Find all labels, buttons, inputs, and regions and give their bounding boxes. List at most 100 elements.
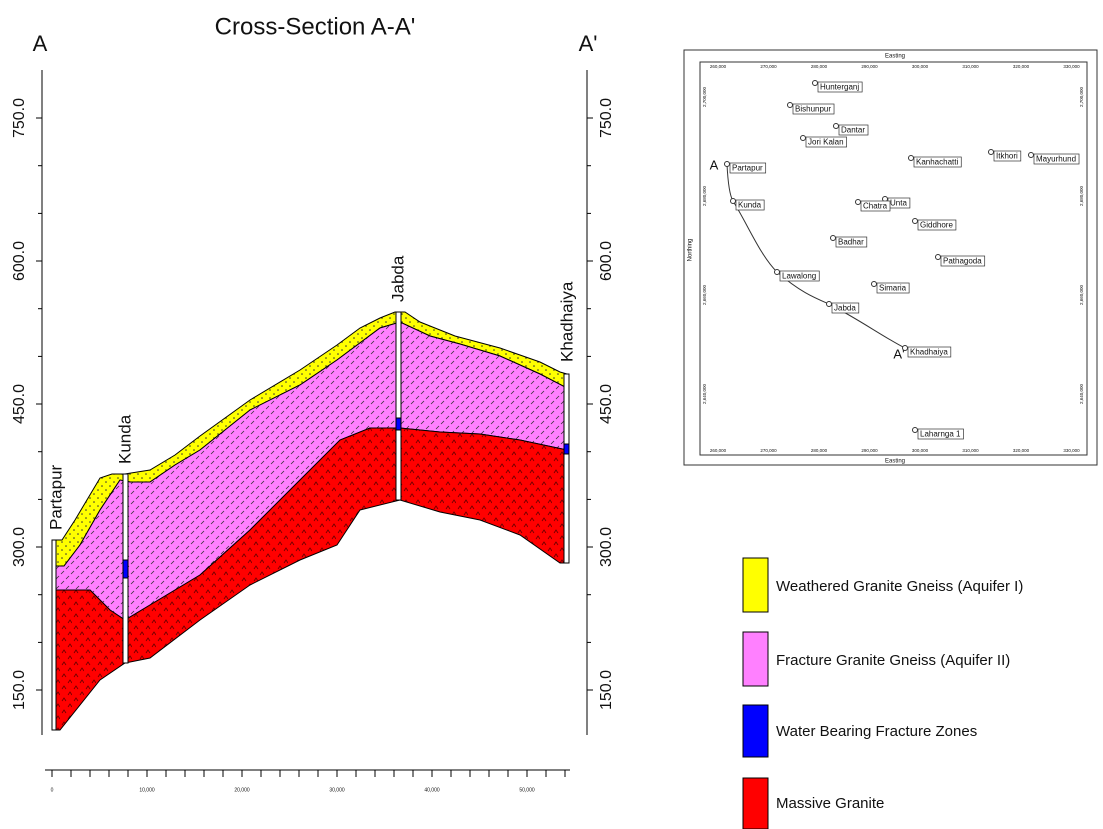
place-label: Simaria bbox=[879, 284, 907, 293]
well-label: Jabda bbox=[388, 255, 407, 302]
section-end: A' bbox=[579, 31, 598, 56]
y-tick-label: 450.0 bbox=[598, 384, 615, 424]
map-x-tick: 280,000 bbox=[811, 64, 828, 69]
well-label: Partapur bbox=[46, 464, 65, 530]
map-point bbox=[813, 81, 818, 86]
legend-label: Water Bearing Fracture Zones bbox=[776, 723, 977, 740]
x-tick-label: 40,000 bbox=[424, 787, 440, 793]
y-tick-label: 150.0 bbox=[598, 670, 615, 710]
map-point bbox=[725, 162, 730, 167]
map-frame bbox=[684, 50, 1097, 465]
map-point bbox=[827, 302, 832, 307]
map-point bbox=[913, 219, 918, 224]
place-label: Kunda bbox=[738, 201, 762, 210]
map-y-tick: 2,640,000 bbox=[702, 383, 707, 404]
map-x-tick: 310,000 bbox=[962, 64, 979, 69]
legend-swatch bbox=[743, 632, 768, 686]
map-x-tick: 270,000 bbox=[760, 64, 777, 69]
map-point bbox=[1029, 153, 1034, 158]
map-x-tick: 260,000 bbox=[710, 64, 727, 69]
place-label: Kanhachatti bbox=[916, 158, 958, 167]
map-line-start: A bbox=[710, 157, 719, 172]
legend-swatch bbox=[743, 778, 768, 829]
map-point bbox=[801, 136, 806, 141]
y-tick-label: 300.0 bbox=[11, 527, 28, 567]
place-label: Chatra bbox=[863, 202, 888, 211]
x-tick-label: 50,000 bbox=[519, 787, 535, 793]
fracture-zone bbox=[123, 560, 128, 578]
place-label: Unta bbox=[890, 199, 907, 208]
legend-label: Massive Granite bbox=[776, 795, 884, 812]
map-point bbox=[909, 156, 914, 161]
map-point bbox=[936, 255, 941, 260]
y-tick-label: 600.0 bbox=[598, 241, 615, 281]
place-label: Jabda bbox=[834, 304, 856, 313]
well-label: Kunda bbox=[115, 414, 134, 464]
fracture-zone bbox=[396, 418, 401, 430]
fracture-zone bbox=[564, 444, 569, 454]
map-x-tick: 290,000 bbox=[861, 448, 878, 453]
layers bbox=[52, 312, 567, 730]
place-label: Lawalong bbox=[782, 272, 816, 281]
map-x-tick: 260,000 bbox=[710, 448, 727, 453]
place-label: Laharnga 1 bbox=[920, 430, 961, 439]
well bbox=[564, 374, 569, 563]
map-y-tick: 2,660,000 bbox=[1079, 284, 1084, 305]
well bbox=[52, 540, 56, 730]
map-point bbox=[913, 428, 918, 433]
title: Cross-Section A-A' bbox=[215, 13, 416, 40]
map-y-tick: 2,640,000 bbox=[1079, 383, 1084, 404]
place-label: Partapur bbox=[732, 164, 763, 173]
place-label: Badhar bbox=[838, 238, 864, 247]
map-x-tick: 270,000 bbox=[760, 448, 777, 453]
map-x-tick: 280,000 bbox=[811, 448, 828, 453]
map-x-tick: 330,000 bbox=[1063, 64, 1080, 69]
map-y-tick: 2,660,000 bbox=[702, 284, 707, 305]
place-label: Pathagoda bbox=[943, 257, 982, 266]
map-y-tick: 2,680,000 bbox=[702, 185, 707, 206]
map-bottom-title: Easting bbox=[885, 459, 905, 465]
y-tick-label: 750.0 bbox=[598, 98, 615, 138]
y-tick-label: 450.0 bbox=[11, 384, 28, 424]
y-tick-label: 150.0 bbox=[11, 670, 28, 710]
place-label: Mayurhund bbox=[1036, 155, 1076, 164]
place-label: Bishunpur bbox=[795, 105, 831, 114]
map-top-title: Easting bbox=[885, 54, 905, 60]
map-x-tick: 310,000 bbox=[962, 448, 979, 453]
map-x-tick: 320,000 bbox=[1013, 64, 1030, 69]
y-tick-label: 750.0 bbox=[11, 98, 28, 138]
map-y-tick: 2,680,000 bbox=[1079, 185, 1084, 206]
map-x-tick: 300,000 bbox=[912, 448, 929, 453]
x-tick-label: 20,000 bbox=[234, 787, 250, 793]
map-x-tick: 320,000 bbox=[1013, 448, 1030, 453]
place-label: Giddhore bbox=[920, 221, 953, 230]
well bbox=[396, 312, 401, 500]
x-tick-label: 30,000 bbox=[329, 787, 345, 793]
well-label: Khadhaiya bbox=[557, 281, 576, 362]
place-label: Itkhori bbox=[996, 152, 1018, 161]
legend-swatch bbox=[743, 558, 768, 612]
map-point bbox=[856, 200, 861, 205]
map-point bbox=[831, 236, 836, 241]
map-y-tick: 2,700,000 bbox=[702, 86, 707, 107]
section-start: A bbox=[33, 31, 48, 56]
map-point bbox=[834, 124, 839, 129]
map-y-tick: 2,700,000 bbox=[1079, 86, 1084, 107]
y-tick-label: 300.0 bbox=[598, 527, 615, 567]
legend-swatch bbox=[743, 705, 768, 757]
place-label: Hunterganj bbox=[820, 83, 859, 92]
place-label: Dantar bbox=[841, 126, 865, 135]
place-label: Jori Kalan bbox=[808, 138, 844, 147]
map-point bbox=[731, 199, 736, 204]
legend-label: Weathered Granite Gneiss (Aquifer I) bbox=[776, 578, 1023, 595]
map-point bbox=[903, 346, 908, 351]
x-tick-label: 10,000 bbox=[139, 787, 155, 793]
map-point bbox=[775, 270, 780, 275]
legend-label: Fracture Granite Gneiss (Aquifer II) bbox=[776, 652, 1010, 669]
page: Cross-Section A-A' A A' Easting Easting … bbox=[0, 0, 1103, 829]
map-x-tick: 330,000 bbox=[1063, 448, 1080, 453]
map-point bbox=[788, 103, 793, 108]
x-tick-label: 0 bbox=[51, 787, 54, 793]
place-label: Khadhaiya bbox=[910, 348, 948, 357]
map-left-title: Northing bbox=[688, 239, 694, 262]
